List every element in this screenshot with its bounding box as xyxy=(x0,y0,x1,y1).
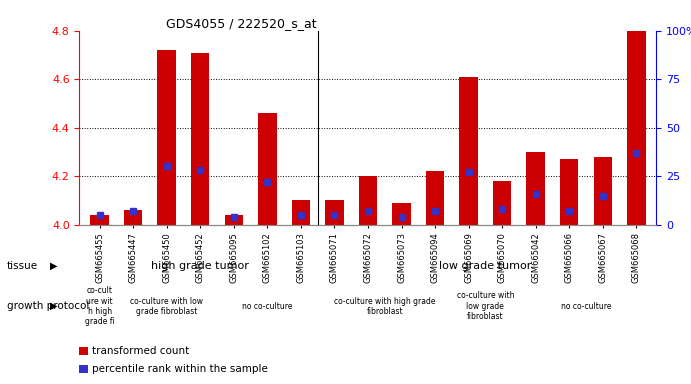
Text: no co-culture: no co-culture xyxy=(561,302,612,311)
Bar xyxy=(493,181,511,225)
Text: percentile rank within the sample: percentile rank within the sample xyxy=(92,364,268,374)
Bar xyxy=(460,77,477,225)
Text: co-culture with high grade
fibroblast: co-culture with high grade fibroblast xyxy=(334,296,435,316)
Text: growth protocol: growth protocol xyxy=(7,301,89,311)
Text: co-culture with
low grade
fibroblast: co-culture with low grade fibroblast xyxy=(457,291,514,321)
Bar xyxy=(91,215,108,225)
Text: ▶: ▶ xyxy=(50,301,57,311)
Text: high grade tumor: high grade tumor xyxy=(151,261,249,271)
Bar xyxy=(258,113,276,225)
Text: co-culture with low
grade fibroblast: co-culture with low grade fibroblast xyxy=(130,296,203,316)
Bar xyxy=(560,159,578,225)
Bar xyxy=(191,53,209,225)
Bar xyxy=(527,152,545,225)
Text: tissue: tissue xyxy=(7,261,38,271)
Bar xyxy=(627,31,645,225)
Text: ▶: ▶ xyxy=(50,261,57,271)
Text: no co-culture: no co-culture xyxy=(242,302,292,311)
Bar xyxy=(292,200,310,225)
Text: GDS4055 / 222520_s_at: GDS4055 / 222520_s_at xyxy=(166,17,316,30)
Bar xyxy=(594,157,612,225)
Bar xyxy=(325,200,343,225)
Bar xyxy=(124,210,142,225)
Bar xyxy=(158,50,176,225)
Text: low grade tumor: low grade tumor xyxy=(439,261,531,271)
Bar xyxy=(392,203,410,225)
Bar xyxy=(359,176,377,225)
Bar xyxy=(225,215,243,225)
Text: transformed count: transformed count xyxy=(92,346,189,356)
Text: co-cult
ure wit
h high
grade fi: co-cult ure wit h high grade fi xyxy=(85,286,115,326)
Bar xyxy=(426,171,444,225)
